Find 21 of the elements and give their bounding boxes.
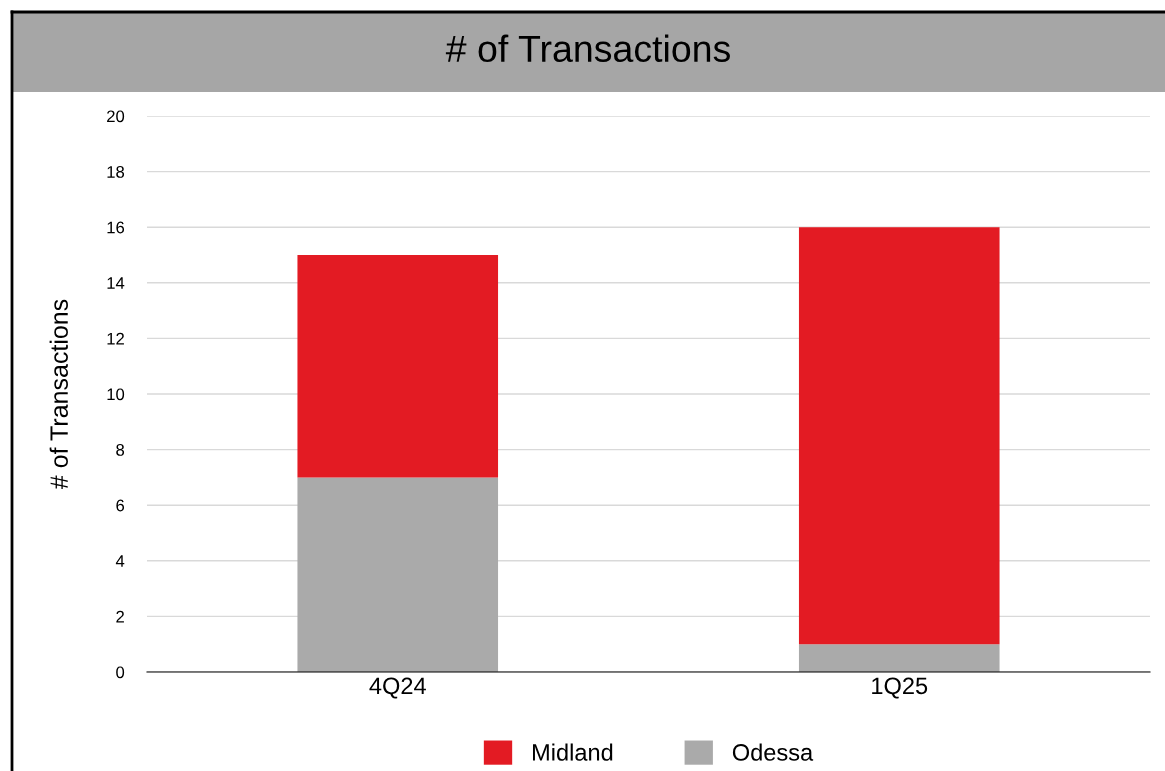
bar: [798, 644, 1000, 672]
y-tick-label: 6: [116, 499, 125, 512]
legend-label: Odessa: [732, 743, 814, 761]
y-tick-label: 8: [116, 444, 125, 456]
chart-title: # of Transactions: [445, 34, 730, 63]
y-tick-label: 2: [116, 610, 124, 623]
y-tick-label: 14: [107, 277, 125, 289]
y-tick-label: 0: [116, 666, 125, 679]
y-tick-label: 10: [107, 388, 125, 401]
y-tick-label: 18: [107, 166, 125, 178]
x-tick-label: 4Q24: [369, 677, 426, 699]
bar: [297, 477, 499, 672]
bar: [297, 255, 499, 478]
y-axis-title: # of Transactions: [49, 299, 68, 490]
legend-label: Midland: [533, 743, 613, 761]
y-tick-label: 4: [115, 555, 125, 567]
y-tick-label: 20: [107, 110, 125, 123]
x-tick-label: 1Q25: [872, 677, 928, 699]
y-tick-label: 12: [107, 332, 124, 345]
y-tick-label: 16: [107, 221, 125, 234]
bar: [798, 227, 1000, 645]
